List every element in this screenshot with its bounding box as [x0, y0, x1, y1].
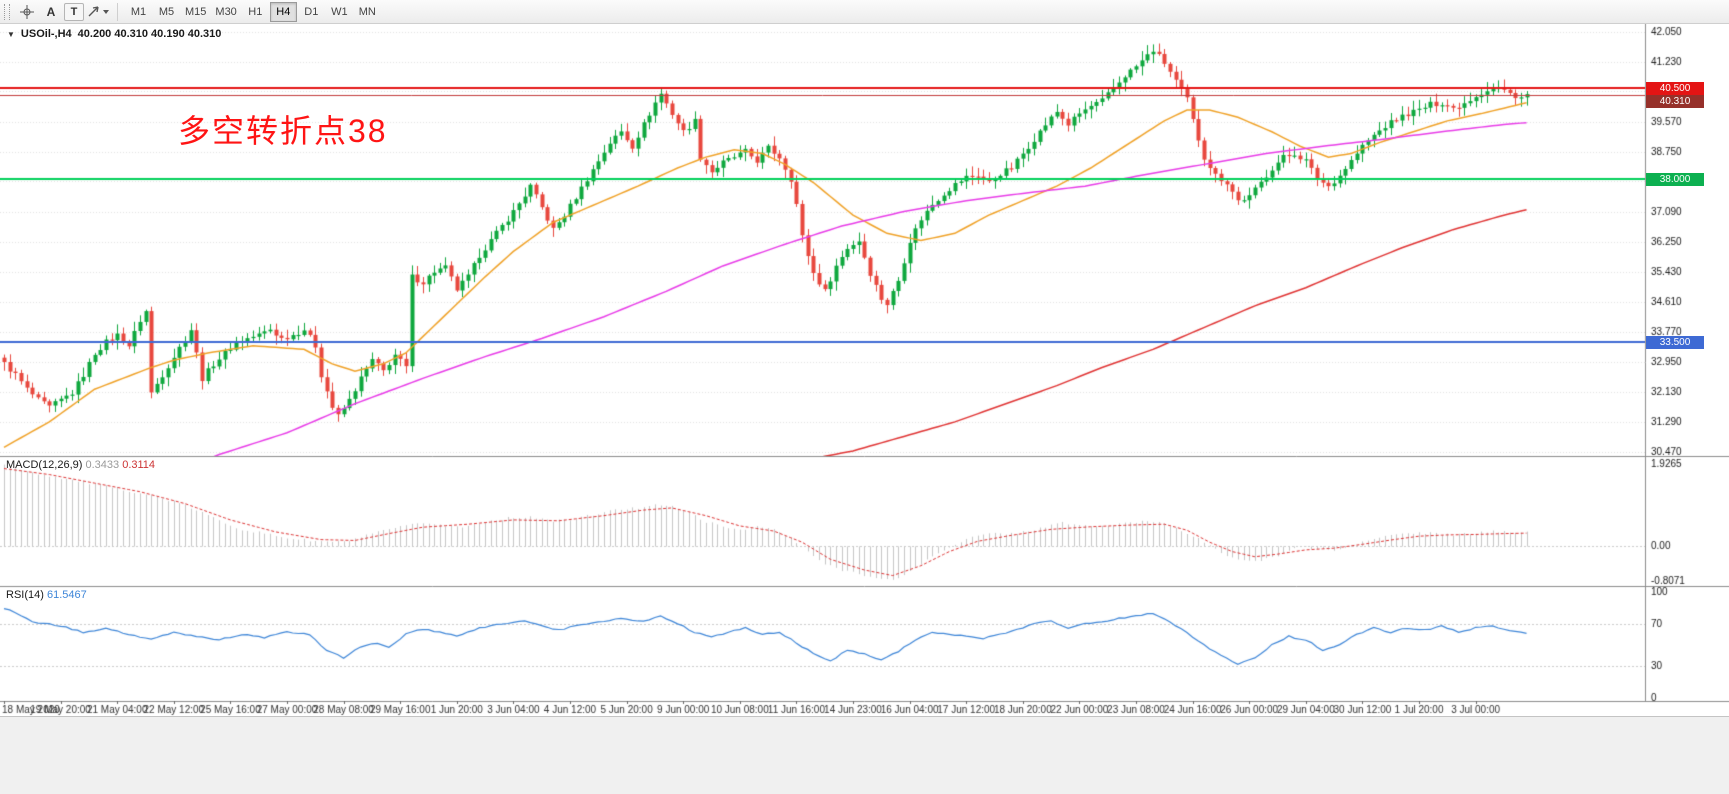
timeframe-group: M1 M5 M15 M30 H1 H4 D1 W1 MN: [125, 1, 381, 22]
price-badge-33.500: 33.500: [1646, 336, 1704, 349]
macd-name: MACD(12,26,9): [6, 459, 83, 471]
annotation-text: 多空转折点38: [178, 113, 388, 149]
collapse-triangle-icon[interactable]: ▼: [7, 29, 15, 39]
dropdown-caret-icon: [103, 9, 109, 14]
tf-button-w1[interactable]: W1: [331, 5, 348, 18]
crosshair-icon-svg: [20, 4, 34, 19]
text-frame-tool-button[interactable]: T: [64, 2, 84, 21]
toolbar-grip[interactable]: [4, 3, 10, 20]
toolbar: A T M1 M5 M15 M30 H1 H4 D1 W1 MN: [0, 0, 1729, 24]
rsi-name: RSI(14): [6, 589, 44, 601]
symbol-timeframe-label: USOil-,H4: [20, 28, 72, 40]
tf-button-m15[interactable]: M15: [185, 5, 207, 18]
chart-title: ▼ USOil-,H4 40.200 40.310 40.190 40.310: [7, 28, 221, 40]
text-frame-tool-label: T: [70, 5, 78, 18]
text-tool-label: A: [46, 4, 56, 19]
rsi-value: 61.5467: [46, 589, 87, 601]
tf-button-h4[interactable]: H4: [269, 1, 297, 22]
crosshair-icon[interactable]: [16, 2, 38, 22]
text-tool-button[interactable]: A: [40, 2, 62, 22]
macd-main-value: 0.3433: [85, 459, 120, 471]
price-badge-40.310: 40.310: [1646, 95, 1704, 108]
shapes-tool-button[interactable]: [86, 2, 110, 22]
tf-button-d1[interactable]: D1: [304, 5, 319, 18]
macd-signal-value: 0.3114: [122, 459, 156, 471]
tf-button-mn[interactable]: MN: [358, 5, 376, 18]
tf-button-m1[interactable]: M1: [130, 5, 147, 18]
price-badge-40.500: 40.500: [1646, 82, 1704, 95]
tf-button-m5[interactable]: M5: [158, 5, 175, 18]
rsi-indicator-label: RSI(14) 61.5467: [6, 589, 87, 601]
tf-button-m30[interactable]: M30: [215, 5, 237, 18]
price-chart-canvas[interactable]: [0, 24, 1729, 716]
tf-button-h1[interactable]: H1: [248, 5, 263, 18]
macd-indicator-label: MACD(12,26,9) 0.3433 0.3114: [6, 459, 155, 471]
window-footer: [0, 716, 1729, 794]
price-badge-38.000: 38.000: [1646, 173, 1704, 186]
ohlc-values: 40.200 40.310 40.190 40.310: [77, 28, 222, 40]
arrow-shape-icon: [88, 6, 99, 17]
toolbar-separator: [117, 2, 118, 21]
